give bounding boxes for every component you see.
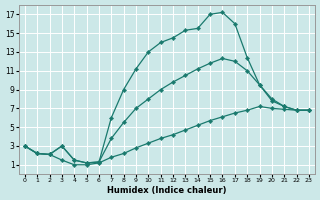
X-axis label: Humidex (Indice chaleur): Humidex (Indice chaleur) — [107, 186, 227, 195]
